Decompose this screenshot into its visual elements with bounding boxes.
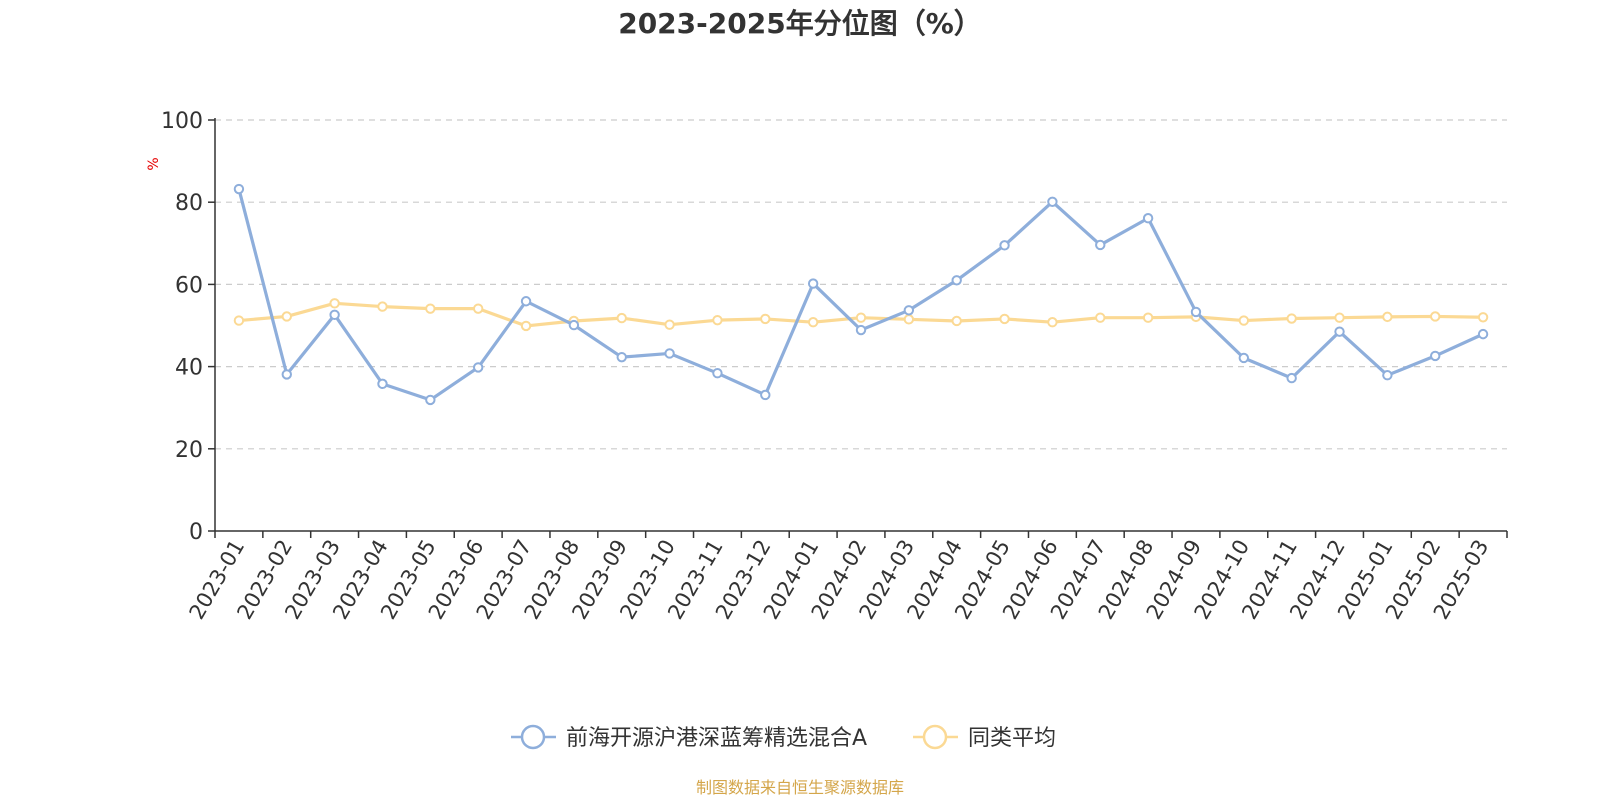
data-point xyxy=(760,389,771,401)
data-point xyxy=(903,305,915,316)
series-layer xyxy=(233,183,1489,406)
data-point xyxy=(472,303,484,314)
data-point xyxy=(281,369,292,380)
legend-marker-icon xyxy=(922,724,948,750)
data-point xyxy=(616,351,627,363)
y-axis-unit: % xyxy=(146,157,162,170)
y-tick-label: 0 xyxy=(189,520,203,545)
data-point xyxy=(1190,306,1202,318)
data-point xyxy=(616,312,627,324)
data-point xyxy=(903,314,915,325)
y-tick-label: 20 xyxy=(175,438,203,463)
data-point xyxy=(520,296,532,307)
data-point xyxy=(233,183,245,195)
y-tick-label: 60 xyxy=(175,273,203,298)
y-tick-label: 80 xyxy=(175,191,203,216)
data-point xyxy=(1286,372,1297,384)
data-point xyxy=(281,311,292,322)
data-point xyxy=(329,298,340,309)
data-point xyxy=(999,240,1010,251)
data-point xyxy=(1142,312,1154,323)
data-point xyxy=(664,348,675,359)
series-line xyxy=(237,188,1484,402)
data-point xyxy=(1382,370,1393,381)
series-peer-average xyxy=(233,298,1489,332)
data-point xyxy=(377,378,388,390)
grid-lines xyxy=(215,119,1507,450)
data-point xyxy=(425,394,436,406)
data-point xyxy=(855,312,867,323)
data-point xyxy=(425,303,436,314)
y-tick-label: 100 xyxy=(161,109,203,134)
data-point xyxy=(329,309,340,321)
data-point xyxy=(807,278,819,289)
data-point xyxy=(1238,315,1250,326)
y-tick-label: 40 xyxy=(175,356,203,381)
data-point xyxy=(1142,213,1154,224)
series-fund xyxy=(233,183,1489,406)
legend-marker-icon xyxy=(520,724,546,750)
data-point xyxy=(1095,239,1106,251)
data-point xyxy=(1334,326,1345,337)
legend-label: 同类平均 xyxy=(968,726,1056,751)
data-point xyxy=(1095,312,1106,323)
data-point xyxy=(1477,312,1489,323)
data-point xyxy=(712,314,723,326)
data-source-note: 制图数据来自恒生聚源数据库 xyxy=(696,778,904,797)
data-point xyxy=(760,313,771,325)
data-point xyxy=(1334,312,1345,323)
data-point xyxy=(855,324,867,336)
data-point xyxy=(1430,350,1441,362)
x-axis-ticks: 2023-012023-022023-032023-042023-052023-… xyxy=(185,531,1508,623)
data-point xyxy=(1430,311,1441,322)
legend-item-peer-average[interactable]: 同类平均 xyxy=(913,724,1056,751)
data-point xyxy=(999,313,1010,325)
data-point xyxy=(1047,317,1058,328)
data-point xyxy=(1047,196,1058,207)
chart-title: 2023-2025年分位图（%） xyxy=(618,7,982,40)
data-point xyxy=(568,319,580,331)
data-point xyxy=(1477,328,1489,340)
data-point xyxy=(233,315,245,326)
data-point xyxy=(807,317,819,328)
legend[interactable]: 前海开源沪港深蓝筹精选混合A 同类平均 xyxy=(511,724,1056,751)
data-point xyxy=(1286,313,1297,324)
data-point xyxy=(951,315,962,327)
y-axis-ticks: 0 20 40 60 80 100 xyxy=(161,109,215,545)
data-point xyxy=(951,275,962,286)
data-point xyxy=(1238,352,1250,364)
data-point xyxy=(377,301,388,312)
data-point xyxy=(520,320,532,332)
data-point xyxy=(472,362,484,373)
data-point xyxy=(712,367,723,379)
data-point xyxy=(1382,311,1393,323)
legend-item-fund[interactable]: 前海开源沪港深蓝筹精选混合A xyxy=(511,724,867,751)
legend-label: 前海开源沪港深蓝筹精选混合A xyxy=(566,726,867,751)
axes xyxy=(214,118,1507,532)
data-point xyxy=(664,319,675,330)
